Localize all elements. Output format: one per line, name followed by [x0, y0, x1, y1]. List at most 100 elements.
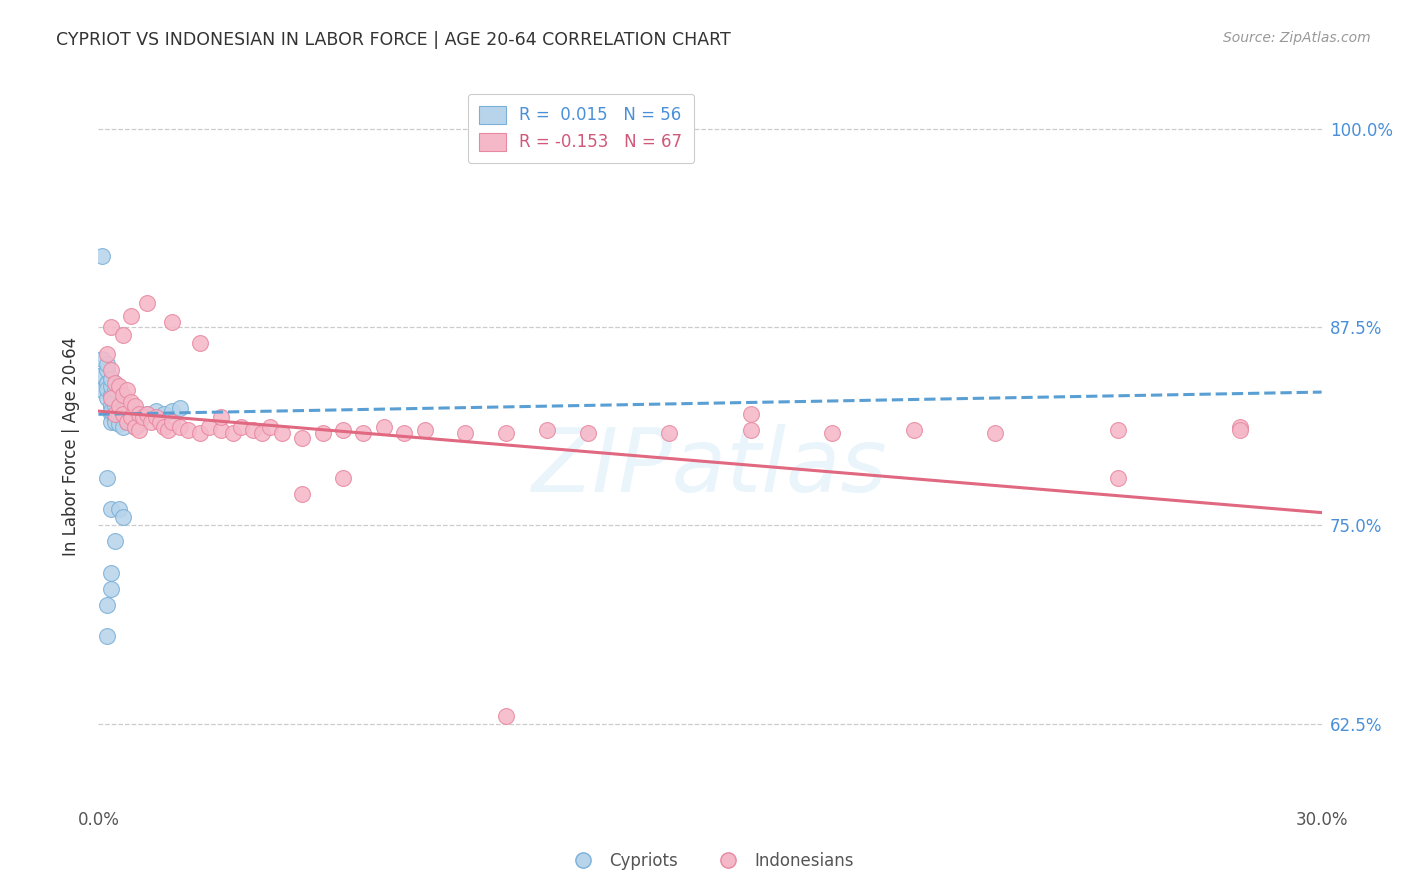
Point — [111, 328, 134, 343]
Point — [115, 415, 138, 429]
Point — [740, 423, 762, 437]
Point — [454, 426, 477, 441]
Y-axis label: In Labor Force | Age 20-64: In Labor Force | Age 20-64 — [62, 336, 80, 556]
Text: ZIPatlas: ZIPatlas — [533, 425, 887, 510]
Point — [108, 378, 131, 392]
Point — [120, 410, 142, 425]
Point — [96, 471, 118, 485]
Point — [120, 410, 142, 425]
Point — [222, 426, 245, 441]
Point — [108, 400, 131, 414]
Point — [108, 410, 131, 425]
Point — [104, 407, 127, 421]
Point — [100, 392, 122, 406]
Point — [352, 426, 374, 441]
Point — [576, 426, 599, 441]
Point — [312, 426, 335, 441]
Point — [821, 426, 844, 441]
Point — [270, 426, 294, 441]
Point — [100, 566, 122, 580]
Point — [100, 378, 122, 392]
Point — [132, 410, 155, 425]
Point — [96, 363, 118, 377]
Point — [100, 400, 122, 414]
Point — [100, 398, 122, 412]
Point — [149, 415, 172, 429]
Point — [658, 426, 681, 441]
Point — [160, 404, 183, 418]
Point — [156, 423, 179, 437]
Point — [111, 510, 134, 524]
Point — [115, 410, 138, 425]
Point — [536, 423, 558, 437]
Point — [1107, 471, 1129, 485]
Point — [96, 629, 118, 643]
Point — [111, 420, 134, 434]
Point — [104, 384, 127, 398]
Point — [111, 404, 134, 418]
Point — [120, 415, 142, 429]
Point — [197, 420, 219, 434]
Point — [413, 423, 436, 437]
Point — [136, 296, 159, 310]
Point — [169, 420, 191, 434]
Point — [145, 410, 167, 425]
Point — [104, 415, 127, 429]
Text: CYPRIOT VS INDONESIAN IN LABOR FORCE | AGE 20-64 CORRELATION CHART: CYPRIOT VS INDONESIAN IN LABOR FORCE | A… — [56, 31, 731, 49]
Point — [124, 400, 146, 414]
Point — [152, 407, 174, 421]
Point — [136, 407, 159, 421]
Point — [152, 420, 174, 434]
Point — [96, 357, 118, 371]
Point — [1229, 420, 1251, 434]
Point — [332, 423, 354, 437]
Point — [1107, 423, 1129, 437]
Point — [100, 407, 122, 421]
Point — [100, 363, 122, 377]
Point — [392, 426, 416, 441]
Point — [160, 315, 183, 329]
Point — [100, 388, 122, 402]
Point — [291, 431, 314, 445]
Point — [108, 400, 131, 414]
Point — [188, 335, 212, 350]
Point — [903, 423, 925, 437]
Point — [740, 407, 762, 421]
Point — [96, 382, 118, 396]
Point — [160, 415, 183, 429]
Point — [332, 471, 354, 485]
Point — [104, 392, 127, 406]
Point — [250, 426, 273, 441]
Point — [96, 376, 118, 390]
Point — [100, 415, 122, 429]
Point — [984, 426, 1007, 441]
Point — [104, 376, 127, 390]
Point — [104, 410, 127, 425]
Point — [128, 407, 150, 421]
Point — [100, 320, 122, 334]
Point — [231, 420, 253, 434]
Text: Source: ZipAtlas.com: Source: ZipAtlas.com — [1223, 31, 1371, 45]
Point — [209, 410, 232, 425]
Point — [124, 420, 146, 434]
Point — [136, 407, 159, 421]
Point — [242, 423, 264, 437]
Point — [128, 417, 150, 431]
Point — [100, 372, 122, 386]
Point — [100, 502, 122, 516]
Point — [111, 410, 134, 425]
Point — [145, 404, 167, 418]
Point — [104, 407, 127, 421]
Point — [115, 407, 138, 421]
Point — [108, 404, 131, 418]
Point — [120, 309, 142, 323]
Point — [120, 394, 142, 409]
Point — [91, 368, 114, 382]
Point — [124, 414, 146, 428]
Point — [111, 407, 134, 421]
Point — [111, 388, 134, 402]
Point — [141, 415, 163, 429]
Point — [96, 347, 118, 361]
Point — [96, 376, 118, 390]
Point — [115, 384, 138, 398]
